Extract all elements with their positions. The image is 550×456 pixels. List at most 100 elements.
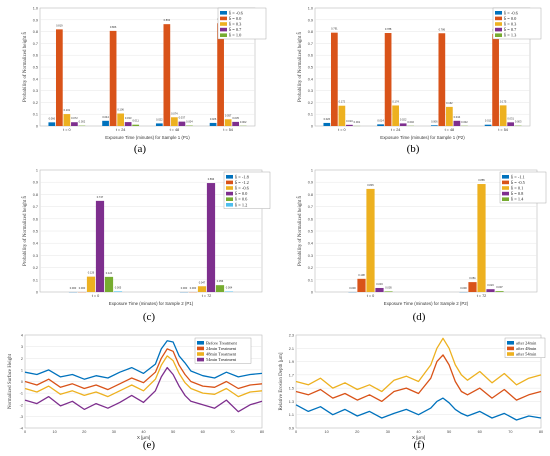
- panel-b-data-label: 0.026: [324, 117, 331, 121]
- panel-c-data-label: 0.747: [97, 195, 104, 199]
- panel-a-y-tick-label: 0.4: [33, 77, 38, 81]
- panel-e-series-line: [24, 355, 263, 398]
- panel-b-x-axis-label: Exposure Time (minutes) for Sample 1 (P2…: [380, 135, 465, 140]
- panel-a-bar: [217, 23, 224, 126]
- panel-a-data-label: 0.074: [171, 111, 178, 115]
- panel-f-x-tick-label: 60: [478, 430, 482, 434]
- panel-a-data-label: 0.106: [117, 107, 124, 111]
- panel-e-y-tick-label: -4: [20, 427, 23, 431]
- panel-a-bar: [155, 123, 163, 126]
- panel-c-legend-label: ĥ = 1.2: [235, 202, 247, 207]
- panel-b-bar: [338, 105, 346, 126]
- panel-b-bar: [446, 106, 453, 126]
- panel-e-legend-swatch: [197, 357, 204, 362]
- panel-d-y-tick-label: 0.7: [308, 205, 313, 209]
- panel-b-data-label: 0.003: [515, 120, 522, 124]
- panel-d-data-label: 0.023: [487, 283, 494, 287]
- panel-a-y-tick-label: 0: [36, 125, 38, 129]
- panel-d-x-tick-label: t = 0: [367, 294, 375, 298]
- panel-b-x-tick-label: t = 54: [498, 128, 508, 132]
- panel-c-y-tick-label: 0.3: [33, 254, 38, 258]
- panel-b-y-tick-label: 0.5: [308, 66, 313, 70]
- panel-f-x-tick-label: 80: [539, 430, 543, 434]
- panel-d-data-label: 0.005: [385, 285, 392, 289]
- panel-e-x-tick-label: 0: [24, 430, 26, 434]
- panel-a-bar: [117, 113, 124, 126]
- panel-a-y-tick-label: 0.7: [33, 42, 38, 46]
- panel-a-caption: (a): [134, 143, 147, 155]
- panel-e-y-tick-label: 1: [21, 368, 23, 372]
- panel-a-y-axis-label: Probability of Normalized height ĥ: [22, 32, 28, 102]
- panel-b-bar: [330, 32, 338, 126]
- panel-a-bar: [171, 117, 178, 126]
- panel-a-bar: [102, 120, 109, 126]
- panel-c-data-label: 0.124: [106, 271, 113, 275]
- panel-d-legend-swatch: [502, 175, 509, 179]
- panel-b-data-label: 0.044: [454, 115, 461, 119]
- panel-c-y-tick-label: 0.5: [33, 230, 38, 234]
- panel-d-y-tick-label: 0.1: [308, 278, 313, 282]
- panel-c-y-tick-label: 0.8: [33, 193, 38, 197]
- panel-a-bar: [109, 30, 117, 127]
- panel-c-y-axis-label: Probability of Normalized height ĥ: [22, 196, 28, 266]
- panel-f-series-line: [295, 337, 542, 393]
- panel-a-data-label: 0.819: [56, 23, 63, 27]
- panel-f-legend-label: after 54min: [516, 352, 537, 357]
- panel-d-bar: [468, 282, 477, 292]
- panel-b-y-tick-label: 0.4: [308, 77, 313, 81]
- panel-a-data-label: 0.026: [210, 117, 217, 121]
- panel-c-legend-swatch: [226, 191, 233, 196]
- panel-a-data-label: 0.066: [49, 116, 56, 120]
- panel-b-bar: [507, 122, 515, 126]
- panel-b-x-tick-label: t = 24: [391, 128, 401, 132]
- panel-d-data-label: 0.108: [358, 273, 365, 277]
- panel-a-legend-label: ĥ = 0.3: [229, 22, 242, 27]
- panel-d-data-label: 0.033: [376, 282, 383, 286]
- panel-e-x-tick-label: 40: [141, 430, 145, 434]
- panel-a-data-label: 0.035: [232, 116, 239, 120]
- panel-e-legend-label: Before Treatment: [206, 340, 238, 345]
- panel-e-y-tick-label: -1: [20, 392, 23, 396]
- panel-f-y-tick-label: 2.3: [289, 334, 294, 338]
- panel-a-legend-swatch: [220, 27, 227, 32]
- panel-f-y-tick-label: 1.5: [289, 387, 294, 391]
- panel-e-x-tick-label: 70: [230, 430, 234, 434]
- panel-e-legend-swatch: [197, 346, 204, 351]
- panel-b-y-tick-label: 0.3: [308, 89, 313, 93]
- panel-a-legend-label: ĥ = 0.7: [229, 27, 242, 32]
- panel-b-y-tick-label: 0.2: [308, 101, 313, 105]
- panel-e-x-axis-label: X [μm]: [137, 435, 150, 440]
- panel-f-x-tick-label: 0: [295, 430, 297, 434]
- panel-d-data-label: 0.000: [349, 286, 356, 290]
- panel-a-bar: [132, 124, 140, 126]
- panel-f-series-line: [295, 354, 542, 403]
- panel-b-bar: [384, 33, 392, 126]
- panel-f-legend-label: after 24min: [516, 340, 537, 345]
- panel-b-x-tick-label: t = 0: [338, 128, 346, 132]
- panel-b-data-label: 0.788: [385, 27, 392, 31]
- panel-d-legend-swatch: [502, 197, 509, 201]
- panel-a-y-tick-label: 0.1: [33, 113, 38, 117]
- panel-e-series-line: [24, 348, 263, 391]
- panel-f-x-tick-label: 20: [355, 430, 359, 434]
- panel-a-x-tick-label: t = 0: [63, 128, 71, 132]
- panel-c-y-tick-label: 1: [36, 169, 38, 173]
- panel-b-data-label: 0.001: [354, 120, 361, 124]
- panel-b-data-label: 0.174: [392, 99, 399, 103]
- panel-b-y-tick-label: 0.1: [308, 113, 313, 117]
- panel-a-legend-swatch: [220, 16, 227, 21]
- panel-d-legend-swatch: [502, 186, 509, 190]
- panel-b-y-tick-label: 0.8: [308, 30, 313, 34]
- panel-b-legend-swatch: [495, 22, 502, 26]
- panel-b-legend-swatch: [495, 27, 502, 32]
- panel-d-y-tick-label: 0.8: [308, 193, 313, 197]
- panel-c-data-label: 0.047: [199, 280, 206, 284]
- panel-d-data-label: 0.007: [496, 285, 503, 289]
- panel-e-y-tick-label: -3: [20, 415, 23, 419]
- panel-e-y-tick-label: 4: [21, 334, 23, 338]
- panel-e-caption: (e): [143, 439, 156, 451]
- panel-a-data-label: 0.011: [133, 119, 140, 123]
- panel-f-legend-swatch: [507, 341, 514, 345]
- panel-b-data-label: 0.786: [439, 27, 446, 31]
- panel-c-data-label: 0.000: [190, 286, 197, 290]
